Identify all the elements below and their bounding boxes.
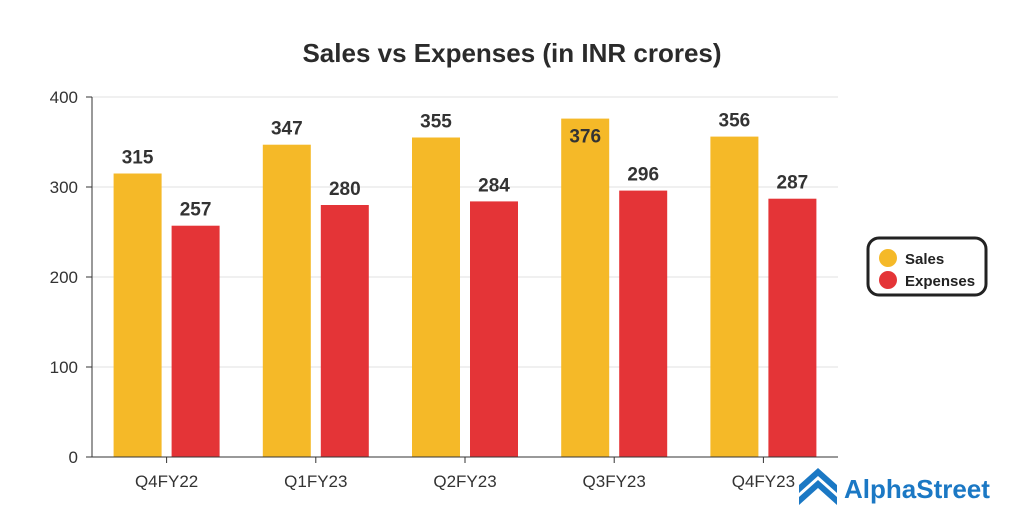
bars	[113, 118, 817, 457]
y-tick-label: 300	[50, 178, 78, 197]
bar-expenses	[320, 205, 369, 457]
bar-sales	[710, 136, 759, 457]
chart-title: Sales vs Expenses (in INR crores)	[302, 38, 721, 68]
bar-expenses	[619, 190, 668, 457]
data-label-sales: 315	[122, 148, 154, 169]
bar-expenses	[171, 225, 220, 457]
data-label-expenses: 280	[329, 179, 361, 200]
alphastreet-logo: AlphaStreet	[799, 468, 990, 505]
bar-sales	[561, 118, 610, 457]
data-label-expenses: 257	[180, 200, 212, 221]
y-tick-label: 400	[50, 88, 78, 107]
y-tick-label: 200	[50, 268, 78, 287]
data-label-expenses: 284	[478, 175, 510, 196]
bar-sales	[412, 137, 460, 457]
x-tick-label: Q4FY22	[135, 472, 198, 491]
data-label-sales: 356	[719, 111, 751, 132]
data-label-expenses: 287	[777, 173, 809, 194]
legend-label-expenses: Expenses	[905, 273, 975, 290]
x-tick-label: Q3FY23	[583, 472, 646, 491]
data-labels: 315 257 347 280 355 284 376 296 356 287	[122, 111, 809, 221]
data-label-expenses: 296	[627, 165, 659, 186]
bar-expenses	[470, 201, 518, 457]
alphastreet-logo-icon	[799, 468, 837, 505]
alphastreet-logo-text: AlphaStreet	[844, 474, 990, 504]
legend-label-sales: Sales	[905, 251, 944, 268]
y-tick-label: 0	[69, 448, 78, 467]
bar-sales	[113, 173, 162, 457]
bar-sales	[262, 144, 311, 457]
y-axis: 0 100 200 300 400	[50, 88, 93, 467]
bar-expenses	[768, 198, 817, 457]
legend: Sales Expenses	[866, 236, 988, 297]
data-label-sales: 355	[420, 112, 452, 133]
y-tick-label: 100	[50, 358, 78, 377]
legend-swatch-expenses	[879, 271, 897, 289]
legend-box	[866, 236, 988, 297]
x-axis: Q4FY22 Q1FY23 Q2FY23 Q3FY23 Q4FY23	[92, 456, 838, 491]
x-tick-label: Q2FY23	[433, 472, 496, 491]
x-tick-label: Q1FY23	[284, 472, 347, 491]
x-tick-label: Q4FY23	[732, 472, 795, 491]
legend-swatch-sales	[879, 249, 897, 267]
data-label-sales: 376	[569, 127, 601, 148]
data-label-sales: 347	[271, 119, 303, 140]
